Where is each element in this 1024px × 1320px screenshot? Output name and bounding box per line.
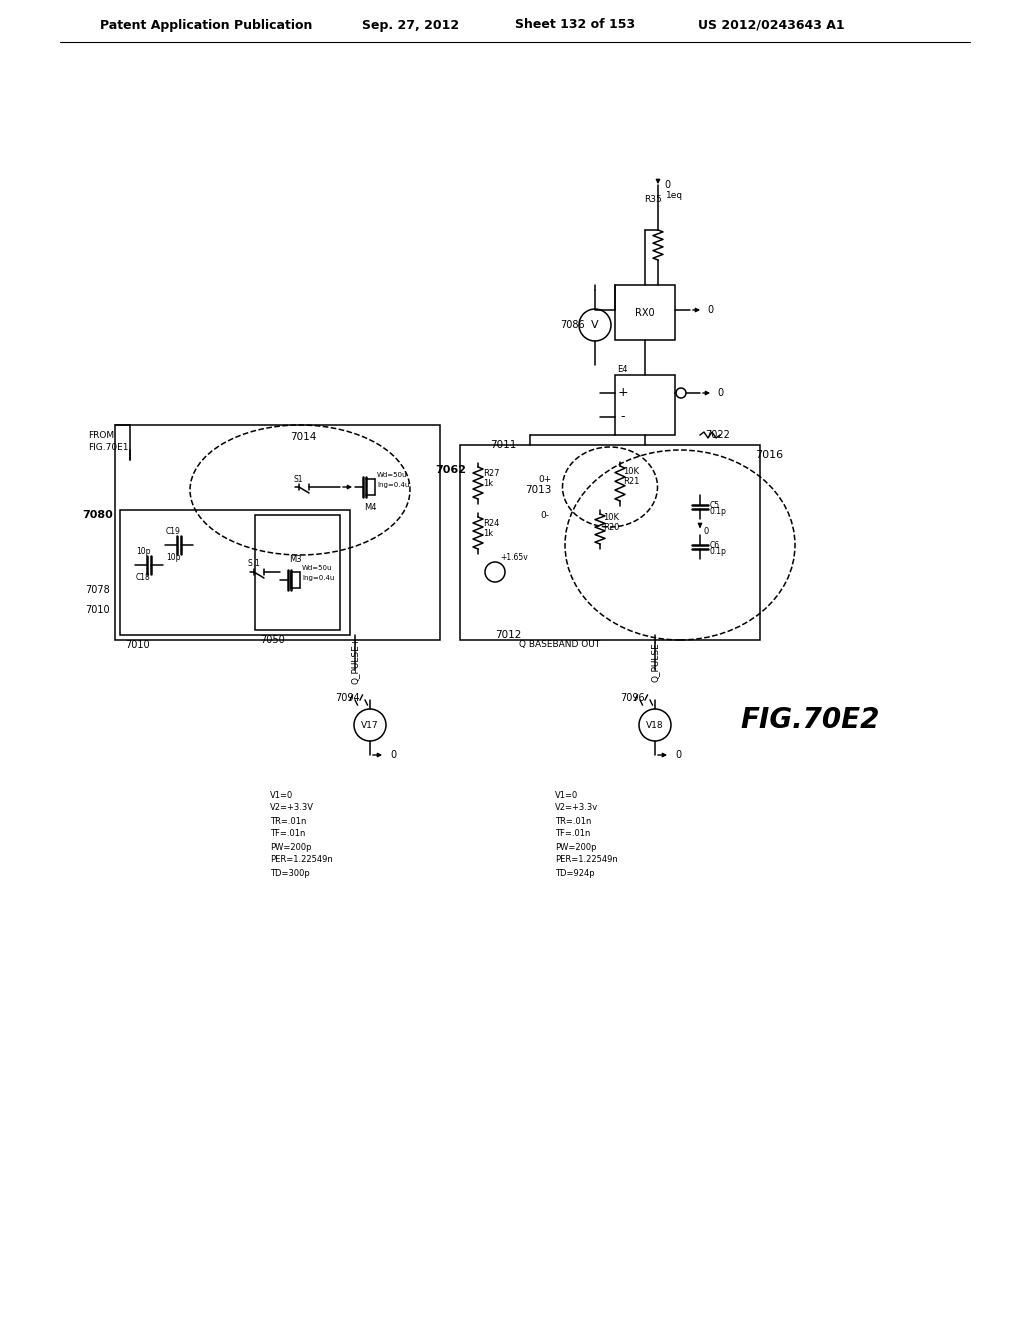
Text: Patent Application Publication: Patent Application Publication — [100, 18, 312, 32]
Text: Wd=50u: Wd=50u — [302, 565, 333, 572]
Text: Q_PULSE+: Q_PULSE+ — [350, 636, 359, 684]
Text: 0-: 0- — [541, 511, 550, 520]
Text: 7010: 7010 — [125, 640, 150, 649]
Text: Sep. 27, 2012: Sep. 27, 2012 — [362, 18, 459, 32]
Text: M3: M3 — [289, 556, 301, 565]
Text: Ing=0.4u: Ing=0.4u — [377, 482, 410, 488]
Text: PW=200p: PW=200p — [555, 842, 597, 851]
Text: 7062: 7062 — [435, 465, 466, 475]
Text: E4: E4 — [617, 366, 628, 375]
Text: Q_PULSE-: Q_PULSE- — [650, 639, 659, 681]
Bar — [615, 285, 675, 341]
Text: V17: V17 — [361, 721, 379, 730]
Text: 7080: 7080 — [82, 510, 113, 520]
Text: Q BASEBAND OUT: Q BASEBAND OUT — [519, 640, 600, 649]
Circle shape — [676, 388, 686, 399]
Circle shape — [579, 309, 611, 341]
Text: 0: 0 — [675, 750, 681, 760]
Text: 0: 0 — [390, 750, 396, 760]
Text: TR=.01n: TR=.01n — [270, 817, 306, 825]
Text: V18: V18 — [646, 721, 664, 730]
Text: TF=.01n: TF=.01n — [270, 829, 305, 838]
Text: C18: C18 — [135, 573, 151, 582]
Text: R24: R24 — [483, 519, 500, 528]
Text: R35: R35 — [644, 195, 662, 205]
Text: Sheet 132 of 153: Sheet 132 of 153 — [515, 18, 635, 32]
Text: PER=1.22549n: PER=1.22549n — [555, 855, 617, 865]
Text: S 1: S 1 — [248, 560, 260, 569]
Text: 7050: 7050 — [260, 635, 285, 645]
Text: 7094: 7094 — [335, 693, 359, 704]
Bar — [615, 375, 675, 436]
Bar — [120, 510, 350, 635]
Text: 7016: 7016 — [755, 450, 783, 459]
Text: FIG.70E1: FIG.70E1 — [88, 442, 128, 451]
Text: 10p: 10p — [136, 548, 151, 557]
Text: +1.65v: +1.65v — [500, 553, 527, 562]
Text: 0.1p: 0.1p — [710, 507, 727, 516]
Text: Wd=50u: Wd=50u — [377, 473, 408, 478]
Text: US 2012/0243643 A1: US 2012/0243643 A1 — [698, 18, 845, 32]
Text: 7078: 7078 — [85, 585, 110, 595]
Text: 7022: 7022 — [705, 430, 730, 440]
Text: PER=1.22549n: PER=1.22549n — [270, 855, 333, 865]
Bar — [460, 445, 760, 640]
Text: TR=.01n: TR=.01n — [555, 817, 592, 825]
Text: 0: 0 — [705, 527, 710, 536]
Text: 0: 0 — [664, 180, 670, 190]
Text: S1: S1 — [293, 474, 302, 483]
Text: R27: R27 — [483, 469, 500, 478]
Text: 0: 0 — [707, 305, 713, 315]
Text: C19: C19 — [166, 528, 180, 536]
Text: R21: R21 — [623, 478, 639, 487]
Text: 7086: 7086 — [560, 319, 585, 330]
Text: PW=200p: PW=200p — [270, 842, 311, 851]
Text: TD=924p: TD=924p — [555, 869, 595, 878]
Circle shape — [485, 562, 505, 582]
Text: TD=300p: TD=300p — [270, 869, 309, 878]
Text: 10K: 10K — [603, 513, 618, 523]
Text: 0.1p: 0.1p — [710, 546, 727, 556]
Bar — [115, 425, 440, 640]
Text: 7012: 7012 — [495, 630, 521, 640]
Circle shape — [354, 709, 386, 741]
Text: M4: M4 — [364, 503, 376, 511]
Text: TF=.01n: TF=.01n — [555, 829, 591, 838]
Text: 0: 0 — [717, 388, 723, 399]
Text: 10K: 10K — [623, 467, 639, 477]
Bar — [255, 515, 340, 630]
Text: 1eq: 1eq — [666, 191, 683, 201]
Text: V1=0: V1=0 — [270, 791, 293, 800]
Text: FROM: FROM — [88, 430, 114, 440]
Text: Ing=0.4u: Ing=0.4u — [302, 576, 335, 581]
Text: C6: C6 — [710, 540, 720, 549]
Text: V2=+3.3V: V2=+3.3V — [270, 804, 314, 813]
Text: FIG.70E2: FIG.70E2 — [740, 706, 880, 734]
Text: V: V — [591, 319, 599, 330]
Text: RX0: RX0 — [635, 308, 654, 318]
Text: 7014: 7014 — [290, 432, 316, 442]
Text: R20: R20 — [603, 524, 620, 532]
Text: 7096: 7096 — [620, 693, 645, 704]
Text: V1=0: V1=0 — [555, 791, 579, 800]
Text: 1k: 1k — [483, 479, 494, 487]
Text: C5: C5 — [710, 500, 720, 510]
Text: 10p: 10p — [166, 553, 180, 562]
Text: 7013: 7013 — [525, 484, 551, 495]
Circle shape — [639, 709, 671, 741]
Text: V2=+3.3v: V2=+3.3v — [555, 804, 598, 813]
Text: 1k: 1k — [483, 528, 494, 537]
Text: -: - — [621, 411, 626, 424]
Text: +: + — [617, 387, 629, 400]
Text: 7010: 7010 — [85, 605, 110, 615]
Text: 0+: 0+ — [539, 475, 552, 484]
Text: 7011: 7011 — [490, 440, 516, 450]
